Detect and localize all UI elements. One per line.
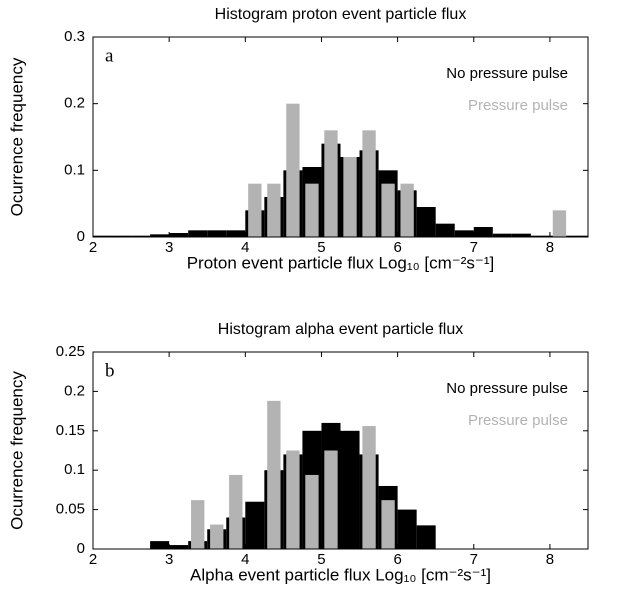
y-axis-label: Ocurrence frequency <box>7 371 26 530</box>
bar <box>568 235 588 237</box>
bar <box>169 545 189 549</box>
plot-frame <box>92 36 589 238</box>
bar <box>435 223 455 237</box>
plot-frame <box>92 351 589 550</box>
y-axis-label: Ocurrence frequency <box>7 57 26 216</box>
y-tick-label: 0.2 <box>64 382 85 399</box>
chart-title: Histogram alpha event particle flux <box>218 321 463 338</box>
x-tick-label: 2 <box>89 239 97 256</box>
bar <box>400 183 414 237</box>
bar <box>530 235 550 237</box>
x-tick-label: 6 <box>393 239 401 256</box>
bar <box>267 400 281 549</box>
bar <box>169 233 189 237</box>
panel-label: a <box>105 45 114 66</box>
bar <box>229 474 243 549</box>
y-tick-label: 0 <box>77 228 85 245</box>
y-tick-label: 0.05 <box>56 501 85 518</box>
bar <box>210 524 224 549</box>
legend-label: Pressure pulse <box>468 97 568 114</box>
bar <box>324 450 338 549</box>
x-tick-label: 4 <box>241 551 249 568</box>
y-tick-label: 0.25 <box>56 343 85 360</box>
x-axis-label: Alpha event particle flux Log₁₀ [cm⁻²s⁻¹… <box>190 565 491 584</box>
bar <box>343 157 357 237</box>
bar <box>492 233 512 237</box>
x-tick-label: 6 <box>393 551 401 568</box>
x-tick-label: 4 <box>241 239 249 256</box>
y-tick-label: 0.2 <box>64 95 85 112</box>
bar <box>150 541 170 549</box>
bar <box>131 235 151 237</box>
bar <box>397 509 417 549</box>
y-tick-label: 0.15 <box>56 422 85 439</box>
bar <box>305 474 319 549</box>
x-axis-label: Proton event particle flux Log₁₀ [cm⁻²s⁻… <box>187 253 495 272</box>
x-tick-label: 2 <box>89 551 97 568</box>
bar <box>362 426 376 549</box>
y-tick-label: 0 <box>77 540 85 557</box>
bar <box>416 525 436 549</box>
y-tick-label: 0.1 <box>64 161 85 178</box>
x-tick-label: 3 <box>165 551 173 568</box>
bar <box>381 500 395 549</box>
bar <box>191 500 205 549</box>
x-tick-label: 3 <box>165 239 173 256</box>
x-tick-label: 8 <box>546 551 554 568</box>
bar <box>248 183 262 237</box>
bar <box>286 450 300 549</box>
x-tick-label: 5 <box>317 239 325 256</box>
bar <box>305 183 319 237</box>
bar <box>267 183 281 237</box>
bar <box>381 183 395 237</box>
y-tick-label: 0.1 <box>64 461 85 478</box>
panel-label: b <box>105 360 115 381</box>
x-tick-label: 7 <box>470 551 478 568</box>
bar <box>454 230 474 237</box>
bar <box>93 235 113 237</box>
bar <box>207 230 227 237</box>
x-tick-label: 8 <box>546 239 554 256</box>
legend-label: No pressure pulse <box>446 380 568 397</box>
bar <box>340 430 360 549</box>
y-tick-label: 0.3 <box>64 28 85 45</box>
bar <box>473 227 493 237</box>
bar <box>552 210 567 237</box>
bar <box>226 230 246 237</box>
bar <box>511 233 531 237</box>
legend-label: Pressure pulse <box>468 412 568 429</box>
bar <box>188 230 208 237</box>
legend-label: No pressure pulse <box>446 65 568 82</box>
bar <box>324 130 338 237</box>
bar <box>245 501 265 549</box>
bar <box>150 234 170 237</box>
x-tick-label: 7 <box>470 239 478 256</box>
bar <box>416 207 436 237</box>
x-tick-label: 5 <box>317 551 325 568</box>
bar <box>362 130 376 237</box>
bar <box>286 103 300 238</box>
chart-title: Histogram proton event particle flux <box>215 6 467 23</box>
bar <box>112 235 132 237</box>
